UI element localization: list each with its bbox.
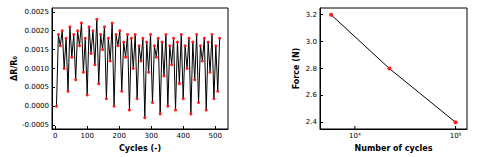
svg-text:Cycles (-): Cycles (-) [119, 144, 161, 153]
svg-text:Number of cycles: Number of cycles [355, 144, 433, 153]
svg-text:10⁵: 10⁵ [450, 132, 462, 140]
svg-text:0.0005: 0.0005 [25, 83, 50, 91]
svg-text:2.6: 2.6 [306, 91, 318, 99]
svg-text:300: 300 [145, 132, 158, 140]
svg-text:0.0000: 0.0000 [25, 102, 50, 110]
svg-text:Force (N): Force (N) [292, 48, 301, 90]
svg-text:3.0: 3.0 [306, 38, 317, 46]
svg-text:10⁴: 10⁴ [349, 132, 361, 140]
svg-text:2.4: 2.4 [306, 118, 318, 126]
svg-text:3.2: 3.2 [306, 11, 317, 19]
svg-text:100: 100 [81, 132, 94, 140]
svg-text:2.8: 2.8 [306, 65, 317, 73]
svg-text:0.0010: 0.0010 [25, 65, 50, 73]
svg-text:0: 0 [53, 132, 57, 140]
svg-text:500: 500 [209, 132, 222, 140]
svg-text:ΔR/R₀: ΔR/R₀ [10, 56, 19, 81]
svg-text:0.0015: 0.0015 [25, 46, 50, 54]
svg-text:200: 200 [113, 132, 126, 140]
svg-text:400: 400 [177, 132, 190, 140]
svg-text:-0.0005: -0.0005 [22, 121, 49, 129]
svg-text:0.0025: 0.0025 [25, 8, 50, 16]
svg-text:0.0020: 0.0020 [25, 27, 50, 35]
